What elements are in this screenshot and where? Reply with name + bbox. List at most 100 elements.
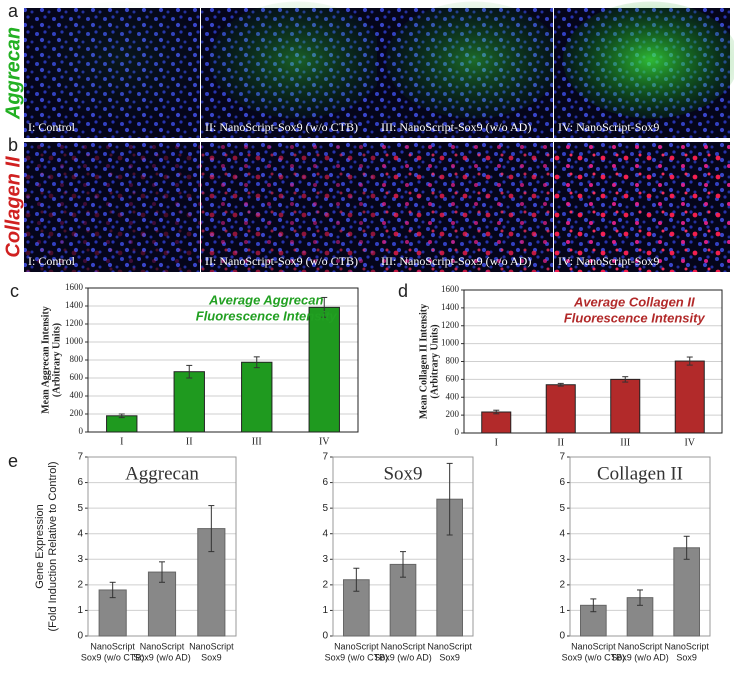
x-tick-label: III <box>620 437 630 448</box>
y-tick-label: 200 <box>446 409 460 419</box>
y-tick-label: 800 <box>446 356 460 366</box>
chart-title: Aggrecan <box>125 463 199 484</box>
y-tick-label: 0 <box>77 631 83 642</box>
plot-frame <box>463 289 723 434</box>
y-tick-label: 1600 <box>65 282 84 292</box>
y-tick-label: 0 <box>455 427 460 437</box>
panel-letter: d <box>398 281 408 301</box>
y-tick-label: 3 <box>77 554 83 565</box>
y-axis-label: Gene Expression <box>34 504 46 588</box>
y-axis-label: Mean Aggrecan Intensity <box>40 306 51 414</box>
x-tick-label: Sox9 (w/o AD) <box>133 652 191 662</box>
image-label: IV: NanoScript-Sox9 <box>558 254 659 268</box>
bar <box>173 371 205 433</box>
image-label: IV: NanoScript-Sox9 <box>558 120 659 134</box>
collagen-stain <box>24 142 200 272</box>
x-tick-label: NanoScript <box>140 641 185 651</box>
bar <box>241 361 273 433</box>
x-tick-label: NanoScript <box>381 641 426 651</box>
y-tick-label: 400 <box>446 391 460 401</box>
chart-title: Fluorescence Intensity <box>564 310 706 325</box>
y-tick-label: 4 <box>322 528 328 539</box>
x-tick-label: NanoScript <box>90 641 135 651</box>
x-tick-label: Sox9 (w/o CTB) <box>325 652 389 662</box>
plot-frame <box>87 287 359 433</box>
panel-letter: a <box>8 1 19 21</box>
bar <box>481 411 512 434</box>
x-tick-label: NanoScript <box>618 641 663 651</box>
x-tick-label: I <box>495 437 498 448</box>
x-tick-label: Sox9 <box>676 652 697 662</box>
panel-letter: e <box>8 451 18 471</box>
bar <box>674 360 705 434</box>
chart-title: Collagen II <box>597 463 683 484</box>
y-axis-label: (Arbitrary Units) <box>51 323 62 397</box>
y-tick-label: 3 <box>559 554 565 565</box>
x-tick-label: Sox9 <box>439 652 460 662</box>
aggrecan-stain <box>209 1 386 119</box>
bar <box>673 547 700 637</box>
y-tick-label: 600 <box>70 372 84 382</box>
y-tick-label: 1000 <box>441 338 460 348</box>
y-tick-label: 2 <box>77 579 83 590</box>
y-tick-label: 0 <box>79 426 84 436</box>
x-tick-label: Sox9 (w/o CTB) <box>562 652 626 662</box>
x-tick-label: II <box>186 436 193 447</box>
image-label: II: NanoScript-Sox9 (w/o CTB) <box>205 254 358 268</box>
chart-title: Average Aggrecan <box>208 292 323 307</box>
y-tick-label: 3 <box>322 554 328 565</box>
image-label: III: NanoScript-Sox9 (w/o AD) <box>381 120 531 134</box>
chart-title: Average Collagen II <box>573 294 695 309</box>
x-tick-label: NanoScript <box>189 641 234 651</box>
bar <box>308 306 340 433</box>
x-tick-label: Sox9 (w/o AD) <box>611 652 669 662</box>
bar <box>545 384 576 434</box>
y-tick-label: 0 <box>322 631 328 642</box>
y-tick-label: 7 <box>322 452 328 463</box>
x-tick-label: NanoScript <box>664 641 709 651</box>
y-tick-label: 1 <box>559 605 565 616</box>
y-tick-label: 2 <box>322 579 328 590</box>
y-tick-label: 1200 <box>441 320 460 330</box>
collagen-stain <box>554 142 730 272</box>
panel-letter: c <box>10 281 19 301</box>
x-tick-label: IV <box>319 436 330 447</box>
chart-title: Fluorescence Intensity <box>196 308 338 323</box>
x-tick-label: Sox9 (w/o CTB) <box>81 652 145 662</box>
bar <box>610 378 641 434</box>
image-label: I: Control <box>28 254 76 268</box>
x-tick-label: I <box>120 436 123 447</box>
collagen-stain <box>377 142 553 272</box>
y-tick-label: 1 <box>322 605 328 616</box>
y-tick-label: 1 <box>77 605 83 616</box>
y-tick-label: 200 <box>70 408 84 418</box>
y-tick-label: 2 <box>559 579 565 590</box>
y-tick-label: 600 <box>446 373 460 383</box>
y-tick-label: 6 <box>322 477 328 488</box>
y-tick-label: 7 <box>559 452 565 463</box>
aggrecan-stain <box>32 1 209 119</box>
y-tick-label: 0 <box>559 631 565 642</box>
x-tick-label: III <box>252 436 262 447</box>
panel-letter: b <box>8 135 18 155</box>
y-tick-label: 1400 <box>441 302 460 312</box>
y-tick-label: 6 <box>77 477 83 488</box>
y-tick-label: 6 <box>559 477 565 488</box>
row-label: Collagen II <box>2 156 24 258</box>
x-tick-label: II <box>557 437 564 448</box>
x-tick-label: NanoScript <box>571 641 616 651</box>
y-tick-label: 400 <box>70 390 84 400</box>
y-axis-label: Mean Collagen II Intensity <box>418 304 429 419</box>
image-label: III: NanoScript-Sox9 (w/o AD) <box>381 254 531 268</box>
y-tick-label: 1000 <box>65 336 84 346</box>
image-label: II: NanoScript-Sox9 (w/o CTB) <box>205 120 358 134</box>
y-tick-label: 5 <box>322 503 328 514</box>
x-tick-label: Sox9 <box>201 652 222 662</box>
y-tick-label: 7 <box>77 452 83 463</box>
aggrecan-stain <box>385 1 562 119</box>
y-tick-label: 5 <box>77 503 83 514</box>
x-tick-label: IV <box>684 437 695 448</box>
y-tick-label: 800 <box>70 354 84 364</box>
row-label: Aggrecan <box>2 27 24 120</box>
